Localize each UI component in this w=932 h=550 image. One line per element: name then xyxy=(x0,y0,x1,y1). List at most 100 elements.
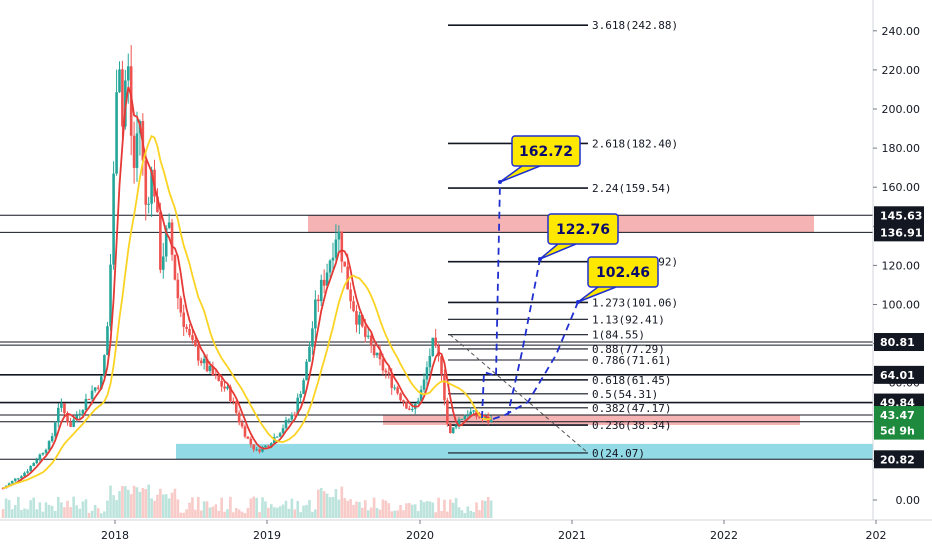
candle-body xyxy=(252,444,256,450)
volume-bar xyxy=(349,499,352,518)
volume-bar xyxy=(478,510,481,518)
fib-label: 2.618(182.40) xyxy=(592,137,678,150)
candle-body xyxy=(340,231,344,262)
volume-bar xyxy=(272,507,276,518)
zone-support-low xyxy=(176,443,873,460)
volume-bar xyxy=(182,512,186,518)
candle-body xyxy=(352,301,355,312)
ma-fast-line xyxy=(2,86,492,490)
callout-pointer xyxy=(539,243,577,260)
volume-bar xyxy=(331,497,335,518)
price-tag-64.01: 64.01 xyxy=(874,365,924,384)
candle-body xyxy=(399,393,402,401)
volume-bar xyxy=(334,489,338,518)
candle-body xyxy=(249,438,253,445)
fib-label: 2.24(159.54) xyxy=(592,182,671,195)
y-tick-label: 0.00 xyxy=(896,494,921,507)
candle-body xyxy=(234,401,238,413)
volume-bar xyxy=(10,509,14,518)
volume-bar xyxy=(252,496,256,518)
volume-bar xyxy=(399,504,402,518)
candle-body xyxy=(369,335,373,346)
candle-body xyxy=(176,279,180,299)
candle-body xyxy=(29,466,32,472)
price-tag-5d 9h: 5d 9h xyxy=(874,421,924,440)
candle-body xyxy=(182,312,186,327)
candle-body xyxy=(13,478,17,481)
volume-bar xyxy=(361,507,364,518)
candle-body xyxy=(7,483,11,487)
volume-bar xyxy=(106,500,109,518)
price-tag-label: 64.01 xyxy=(880,369,915,382)
candle-body xyxy=(358,315,361,325)
candle-body xyxy=(446,400,449,424)
volume-bar xyxy=(170,492,174,518)
volume-bar xyxy=(372,497,376,518)
fib-label: 0(24.07) xyxy=(592,447,645,460)
candle-body xyxy=(328,260,332,273)
candle-body xyxy=(173,254,177,280)
candle-body xyxy=(387,372,391,374)
candle-body xyxy=(132,135,136,168)
volume-bar xyxy=(185,509,188,518)
volume-bar xyxy=(378,509,382,518)
volume-bar xyxy=(93,504,97,518)
price-tag-bg xyxy=(874,450,924,469)
volume-bar xyxy=(32,497,36,518)
volume-bar xyxy=(96,508,100,518)
candle-body xyxy=(135,133,139,168)
x-axis: 2018 2019 2020 2021 2022 202 xyxy=(0,519,932,550)
volume-bar xyxy=(191,497,194,518)
candle-body xyxy=(205,358,209,372)
volume-bar xyxy=(138,491,142,518)
candle-body xyxy=(161,256,165,270)
candle-body xyxy=(87,398,91,400)
volume-bar xyxy=(319,487,323,518)
volume-bar xyxy=(159,488,162,518)
price-tag-label: 5d 9h xyxy=(880,425,915,438)
y-tick-label: 160.00 xyxy=(882,181,921,194)
callout-box xyxy=(547,213,619,245)
callout-box xyxy=(511,135,581,167)
candle-body xyxy=(69,422,72,427)
candle-body xyxy=(47,441,51,450)
volume-bar xyxy=(255,497,258,518)
volume-bar xyxy=(393,510,396,518)
price-tag-20.82: 20.82 xyxy=(874,450,924,469)
projection-path xyxy=(492,258,541,420)
volume-bar xyxy=(475,502,478,518)
candle-body xyxy=(202,358,206,364)
candle-body xyxy=(150,169,153,204)
candle-body xyxy=(381,359,385,371)
candle-body xyxy=(255,449,258,451)
volume-bar xyxy=(35,509,39,518)
fib-extension: 3.618(242.88) 2.618(182.40) 2.24(159.54) 1.… xyxy=(448,19,678,460)
volume-bar xyxy=(194,509,197,518)
projection-path xyxy=(504,301,579,416)
volume-bar xyxy=(153,500,156,518)
volume-bar xyxy=(437,497,440,518)
candle-body xyxy=(402,400,405,403)
volume-bar xyxy=(121,485,124,518)
volume-bar xyxy=(141,488,145,518)
candle-body xyxy=(454,425,458,428)
volume-bar xyxy=(269,504,273,518)
price-tag-label: 136.91 xyxy=(880,226,922,239)
candle-body xyxy=(211,365,215,375)
candle-body xyxy=(38,454,42,460)
candle-body xyxy=(44,449,48,453)
candle-body xyxy=(226,386,229,389)
candle-body xyxy=(267,445,270,447)
candle-body xyxy=(463,415,467,420)
volume-bar xyxy=(167,498,171,518)
volume-bar xyxy=(17,496,20,518)
x-tick-label: 2021 xyxy=(558,529,586,542)
volume-bar xyxy=(81,501,85,518)
callouts: 162.72 122.76 102.46 xyxy=(499,135,659,303)
volume-bar xyxy=(340,486,344,518)
volume-bar xyxy=(211,506,215,518)
candle-body xyxy=(264,445,267,448)
volume-bar xyxy=(78,508,82,518)
volume-bar xyxy=(126,489,130,518)
